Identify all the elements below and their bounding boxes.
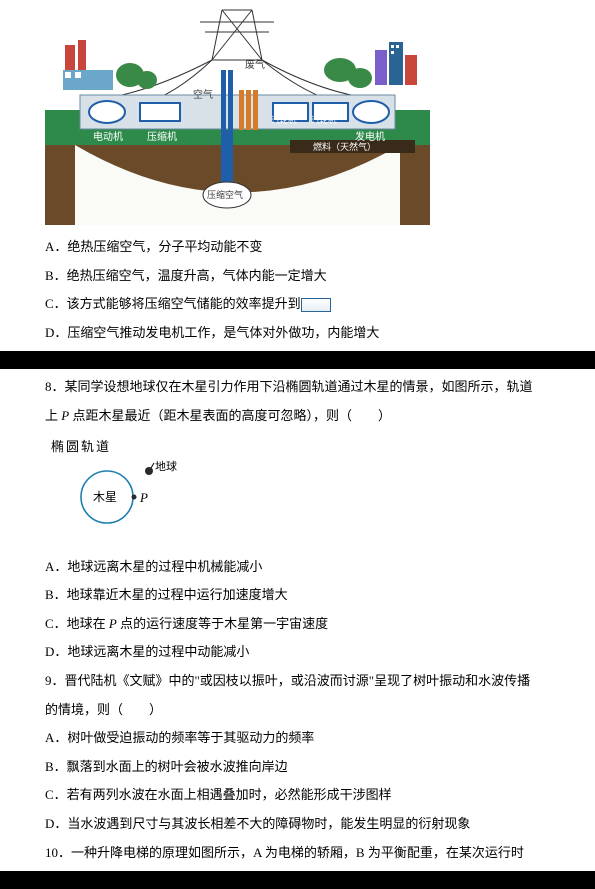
q7-opt-c: C．该方式能够将压缩空气储能的效率提升到 (45, 290, 550, 319)
blank-box-icon (301, 298, 331, 312)
label-motor: 电动机 (93, 130, 123, 143)
label-waste-gas: 废气 (245, 58, 265, 71)
label-compressor: 压缩机 (147, 130, 177, 143)
separator-bar-bottom (0, 871, 595, 889)
q8-opt-b: B．地球靠近木星的过程中运行加速度增大 (45, 581, 550, 610)
q7-c-text: C．该方式能够将压缩空气储能的效率提升到 (45, 296, 301, 311)
q7-opt-d: D．压缩空气推动发电机工作，是气体对外做功，内能增大 (45, 319, 550, 348)
q9-opt-d: D．当水波遇到尺寸与其波长相差不大的障碍物时，能发生明显的衍射现象 (45, 810, 550, 839)
orbit-diagram: 椭圆轨道 木星 地球 P (45, 437, 235, 547)
q7-opt-b: B．绝热压缩空气，温度升高，气体内能一定增大 (45, 262, 550, 291)
q7-opt-a: A．绝热压缩空气，分子平均动能不变 (45, 233, 550, 262)
label-air: 空气 (193, 88, 213, 101)
q8-opt-c: C．地球在 P 点的运行速度等于木星第一宇宙速度 (45, 610, 550, 639)
q8-stem-line1: 8．某同学设想地球仅在木星引力作用下沿椭圆轨道通过木星的情景，如图所示，轨道 (45, 373, 550, 402)
svg-text:汽轮机: 汽轮机 (311, 115, 337, 125)
svg-text:高压: 高压 (275, 105, 293, 115)
q8-stem-line2: 上 P 点距木星最近（距木星表面的高度可忽略），则（ ） (45, 402, 550, 431)
separator-bar (0, 351, 595, 369)
q9-stem-line1: 9．晋代陆机《文赋》中的"或因枝以振叶，或沿波而讨源"呈现了树叶振动和水波传播 (45, 667, 550, 696)
q10-stem: 10．一种升降电梯的原理如图所示，A 为电梯的轿厢，B 为平衡配重，在某次运行时 (45, 839, 550, 868)
jupiter-label: 木星 (93, 490, 117, 504)
q9-opt-b: B．飘落到水面上的树叶会被水波推向岸边 (45, 753, 550, 782)
orbit-title: 椭圆轨道 (51, 439, 111, 454)
q8-opt-d: D．地球远离木星的过程中动能减小 (45, 638, 550, 667)
q9-stem-line2: 的情境，则（ ） (45, 696, 550, 725)
svg-text:汽轮机: 汽轮机 (271, 115, 297, 125)
label-fuel: 燃料（天然气） (313, 141, 376, 152)
q8-opt-a: A．地球远离木星的过程中机械能减小 (45, 553, 550, 582)
compressed-air-diagram: 废气 空气 电动机 压缩机 高压 汽轮机 低压 汽轮机 发电机 燃料（天然气） … (45, 0, 430, 225)
q9-opt-a: A．树叶做受迫振动的频率等于其驱动力的频率 (45, 724, 550, 753)
earth-label: 地球 (155, 459, 177, 473)
q9-opt-c: C．若有两列水波在水面上相遇叠加时，必然能形成干涉图样 (45, 781, 550, 810)
svg-text:低压: 低压 (315, 105, 333, 115)
label-comp-air: 压缩空气 (207, 189, 243, 200)
p-label: P (139, 490, 148, 505)
